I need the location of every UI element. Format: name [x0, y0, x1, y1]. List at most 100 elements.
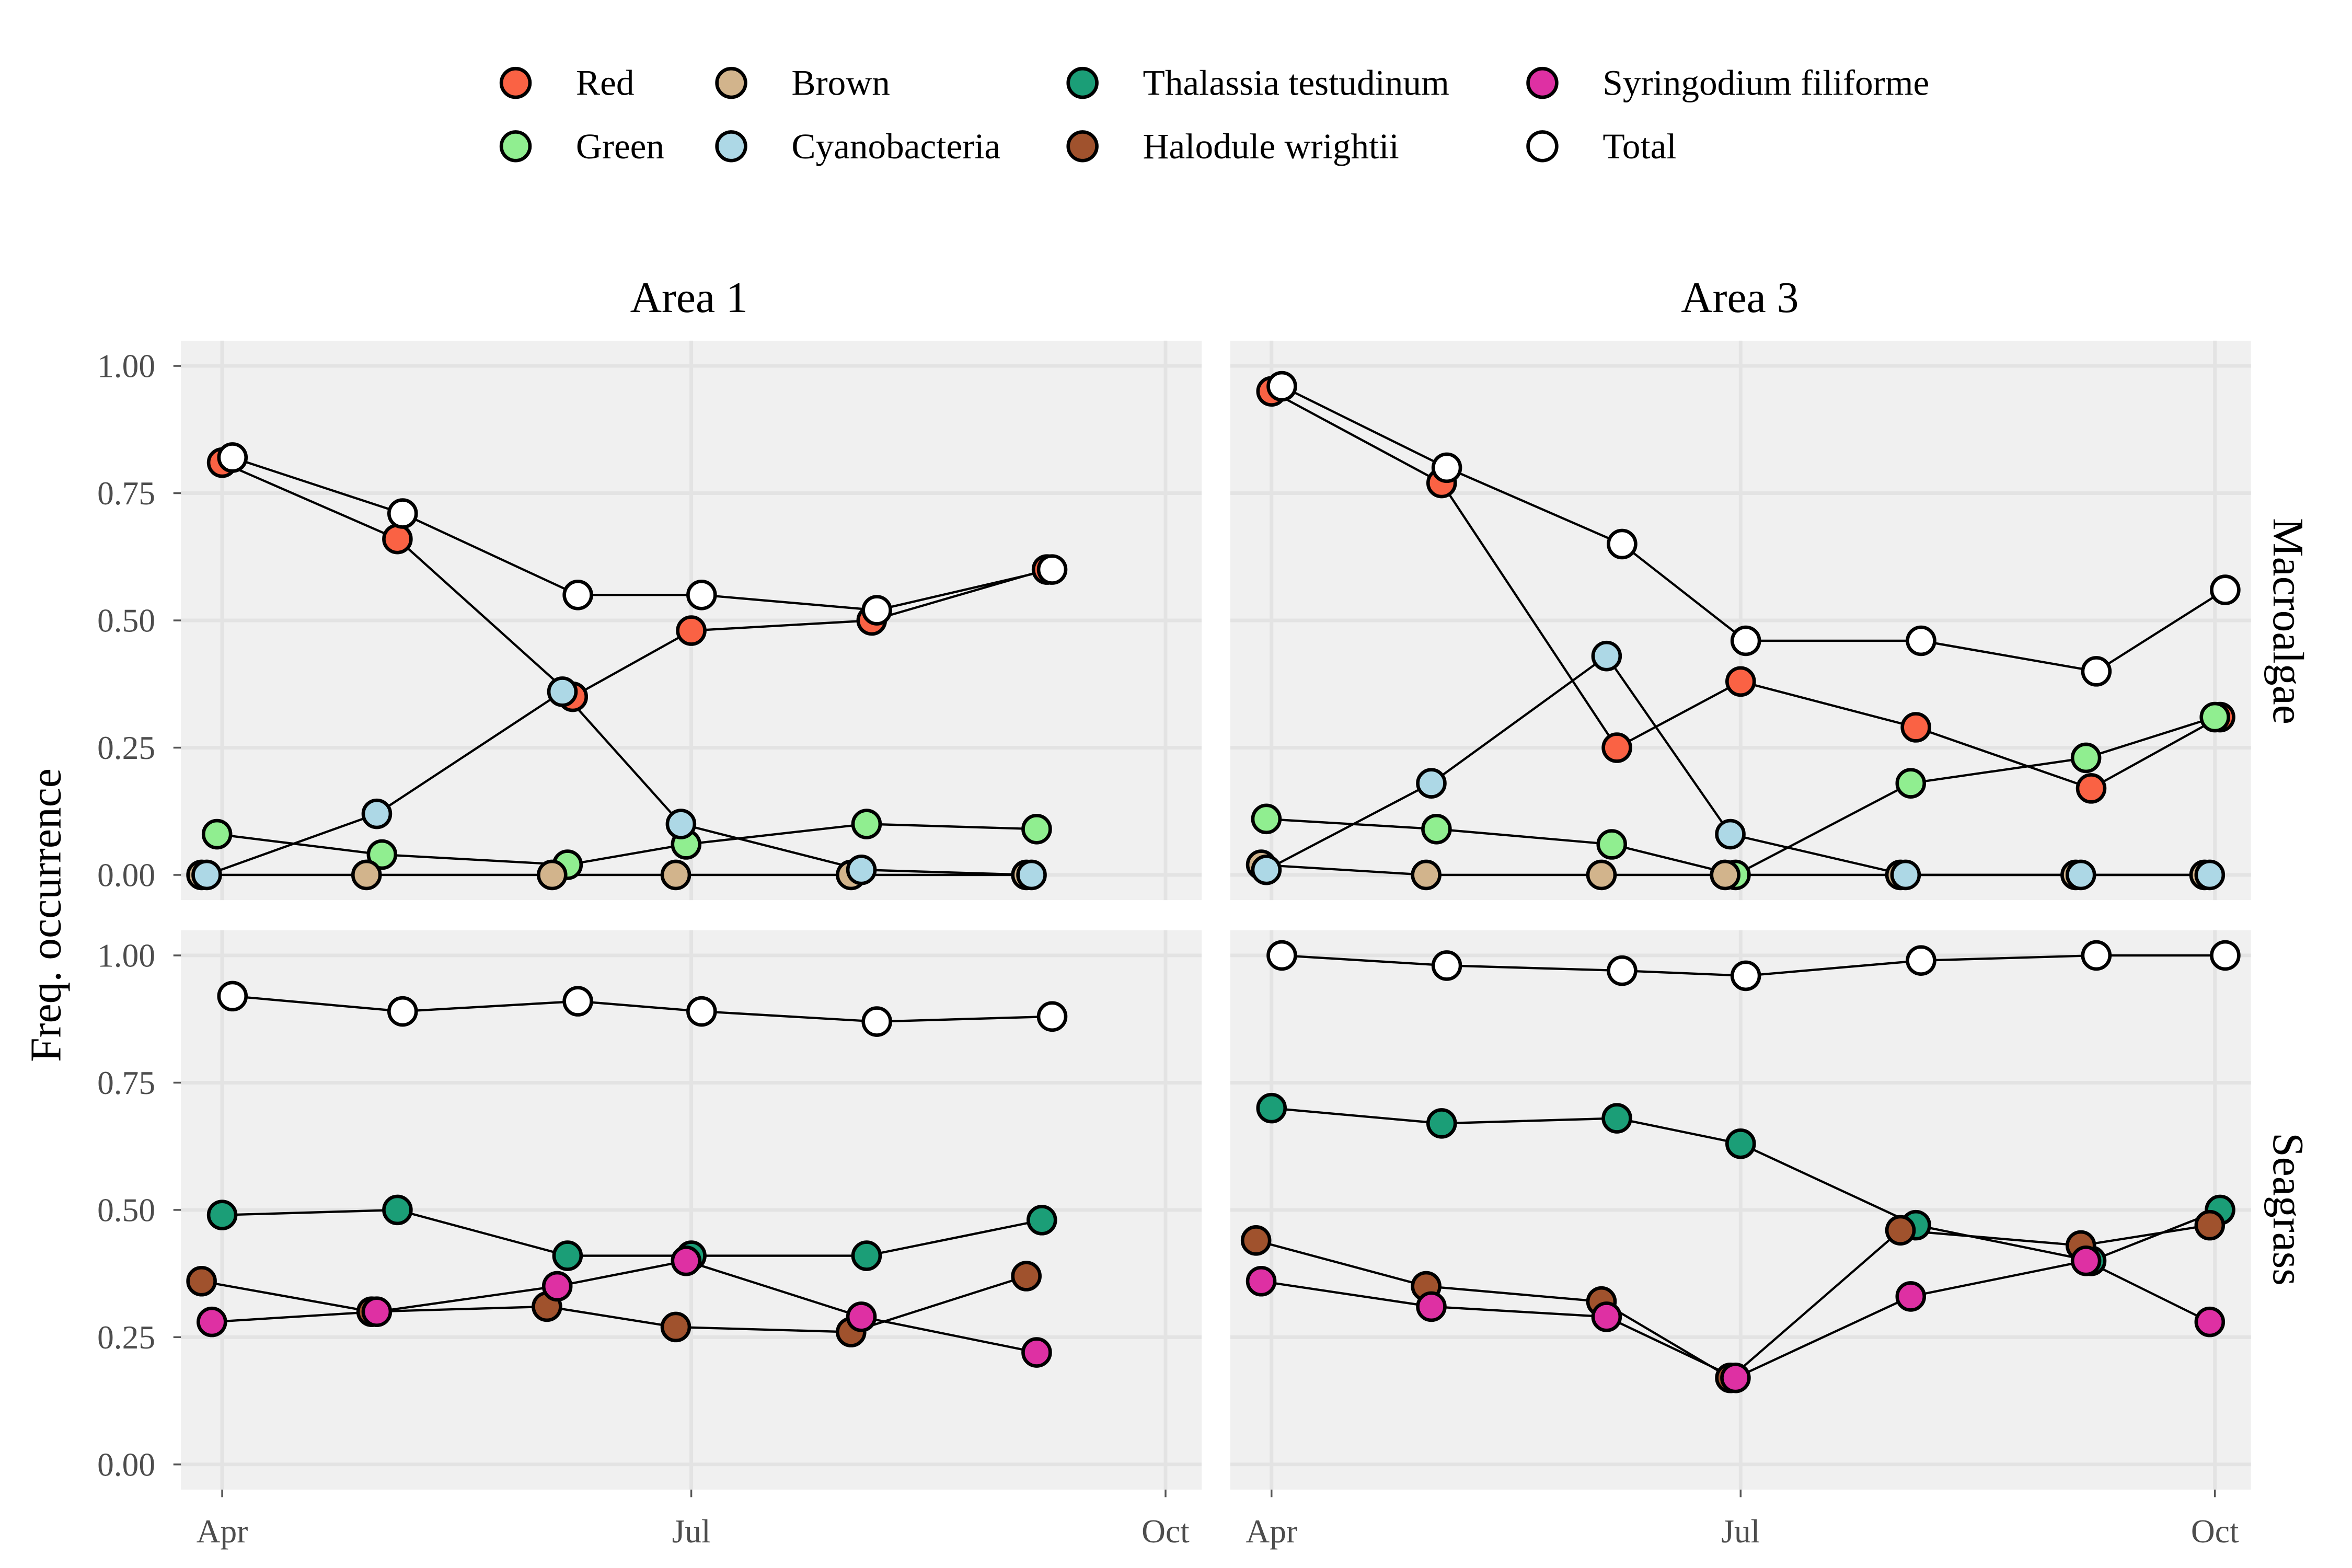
series-points — [186, 981, 1068, 1368]
x-tick-label: Oct — [2191, 1513, 2239, 1550]
y-tick-label: 1.00 — [97, 348, 155, 385]
point-syringodium-filiforme — [1021, 1337, 1052, 1368]
series-points — [1240, 940, 2241, 1393]
point-cyanobacteria — [1251, 854, 1282, 885]
column-strip-area-1: Area 1 — [630, 273, 748, 322]
point-halodule-wrightii — [1885, 1215, 1916, 1246]
legend-label-halodule-wrightii: Halodule wrightii — [1143, 126, 1399, 166]
point-green — [2070, 742, 2102, 774]
x-tick-label: Oct — [1142, 1513, 1190, 1550]
point-cyanobacteria — [1416, 768, 1447, 799]
point-red — [676, 615, 707, 646]
series-points — [1246, 371, 2241, 891]
legend-item-total: Total — [1526, 126, 1677, 166]
point-total — [1730, 625, 1761, 656]
point-green — [201, 818, 233, 850]
x-tick-label: Jul — [672, 1513, 711, 1550]
series-points — [186, 442, 1068, 891]
legend-key-total — [1526, 130, 1559, 163]
point-brown — [1710, 859, 1740, 891]
point-halodule-wrightii — [1240, 1225, 1272, 1256]
panel-area-1-macroalgae — [181, 340, 1202, 901]
point-brown — [660, 859, 691, 891]
point-total — [562, 986, 593, 1017]
point-total — [2210, 574, 2241, 605]
legend-key-halodule-wrightii — [1066, 130, 1099, 163]
legend-item-brown: Brown — [715, 63, 890, 103]
point-halodule-wrightii — [186, 1265, 217, 1297]
point-total — [1266, 940, 1297, 971]
panel-area-1-seagrass — [181, 930, 1202, 1490]
line-total — [232, 456, 1053, 612]
point-total — [217, 981, 248, 1012]
point-red — [1601, 732, 1632, 763]
axes: 0.00 0.25 0.50 0.75 1.00 0.00 0.25 0.50 0.75 1.00… — [97, 348, 2239, 1550]
point-thalassia-testudinum — [1725, 1128, 1756, 1159]
point-syringodium-filiforme — [1246, 1265, 1277, 1297]
x-tick-label: Apr — [1246, 1513, 1297, 1550]
y-axis-row-1: 0.00 0.25 0.50 0.75 1.00 — [97, 348, 181, 894]
point-syringodium-filiforme — [2194, 1306, 2226, 1338]
point-total — [861, 1006, 892, 1037]
legend-label-brown: Brown — [791, 63, 890, 103]
legend-item-red: Red — [499, 63, 635, 103]
point-total — [2081, 940, 2112, 971]
point-total — [2210, 940, 2241, 971]
point-green — [1596, 829, 1627, 860]
point-thalassia-testudinum — [1256, 1092, 1287, 1124]
point-total — [686, 996, 717, 1027]
point-total — [2081, 656, 2112, 687]
legend-key-green — [499, 130, 532, 163]
point-total — [387, 498, 418, 529]
series-lines — [201, 456, 1053, 877]
point-green — [366, 839, 398, 870]
column-strip-area-3: Area 3 — [1681, 273, 1798, 322]
y-tick-label: 1.00 — [97, 937, 155, 974]
point-syringodium-filiforme — [541, 1271, 573, 1302]
point-cyanobacteria — [1591, 640, 1622, 672]
point-thalassia-testudinum — [1426, 1108, 1457, 1139]
x-tick-label: Jul — [1721, 1513, 1760, 1550]
point-total — [861, 595, 892, 626]
x-axis-col-2: Apr Jul Oct — [1246, 1490, 2239, 1550]
point-total — [1036, 1001, 1068, 1032]
point-red — [382, 523, 413, 555]
panel-area-3-macroalgae — [1230, 340, 2251, 901]
point-green — [2199, 701, 2230, 733]
legend-key-thalassia-testudinum — [1066, 66, 1099, 99]
point-total — [562, 580, 593, 610]
point-green — [1895, 768, 1927, 799]
point-syringodium-filiforme — [2070, 1246, 2102, 1276]
legend-label-red: Red — [576, 63, 635, 103]
point-syringodium-filiforme — [1591, 1301, 1622, 1332]
point-syringodium-filiforme — [1895, 1281, 1927, 1312]
y-tick-label: 0.00 — [97, 1446, 155, 1483]
point-syringodium-filiforme — [671, 1246, 702, 1276]
point-total — [1431, 950, 1462, 981]
point-total — [1906, 945, 1936, 976]
point-thalassia-testudinum — [851, 1240, 882, 1271]
point-brown — [537, 859, 568, 891]
line-total — [232, 995, 1052, 1023]
point-red — [1900, 712, 1931, 743]
point-brown — [1586, 859, 1617, 891]
point-syringodium-filiforme — [846, 1301, 877, 1332]
point-thalassia-testudinum — [382, 1194, 413, 1226]
line-cyanobacteria — [206, 690, 1032, 877]
point-total — [217, 442, 248, 473]
series-lines — [201, 995, 1052, 1354]
point-red — [2076, 773, 2107, 804]
y-tick-label: 0.75 — [97, 1064, 155, 1101]
row-strip-macroalgae: Macroalgae — [2264, 518, 2312, 724]
point-red — [1725, 666, 1756, 697]
legend-label-thalassia-testudinum: Thalassia testudinum — [1143, 63, 1449, 103]
point-cyanobacteria — [1715, 818, 1746, 850]
row-strips: Macroalgae Seagrass — [2264, 518, 2312, 1286]
y-tick-label: 0.50 — [97, 602, 155, 639]
point-halodule-wrightii — [660, 1311, 691, 1343]
point-cyanobacteria — [846, 854, 877, 885]
point-total — [1036, 554, 1068, 585]
legend-item-cyanobacteria: Cyanobacteria — [715, 126, 1000, 166]
legend-key-cyanobacteria — [715, 130, 747, 163]
